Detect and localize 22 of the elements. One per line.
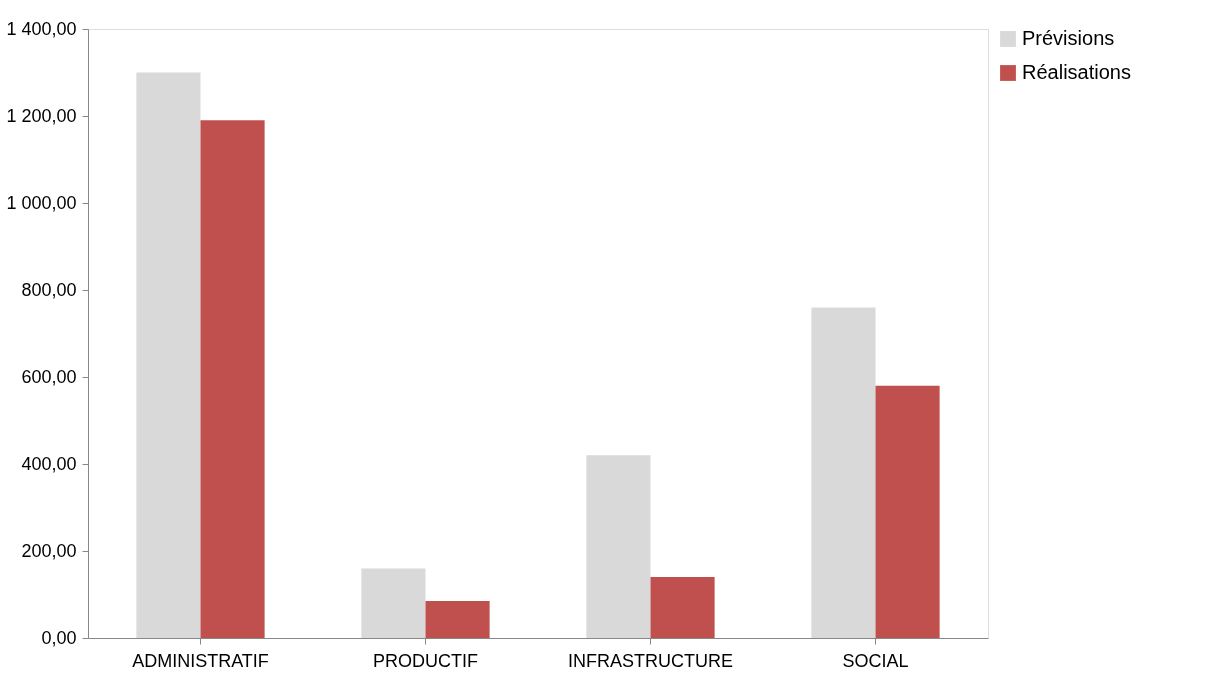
y-tick-label: 200,00 [21, 540, 77, 561]
legend-label: Prévisions [1022, 27, 1115, 49]
x-tick-label: ADMINISTRATIF [132, 650, 269, 671]
y-tick-label: 0,00 [41, 627, 77, 648]
y-tick-label: 600,00 [21, 366, 77, 387]
y-tick-label: 1 400,00 [6, 18, 77, 39]
bar [136, 72, 201, 638]
bar [200, 120, 265, 638]
bar [586, 455, 651, 638]
bar [875, 385, 940, 638]
y-tick-label: 400,00 [21, 453, 77, 474]
bar [650, 577, 715, 638]
bar [425, 601, 490, 638]
bar [811, 307, 876, 638]
y-tick-label: 1 200,00 [6, 105, 77, 126]
x-tick-label: PRODUCTIF [373, 650, 478, 671]
x-tick-label: INFRASTRUCTURE [568, 650, 733, 671]
legend-label: Réalisations [1022, 61, 1131, 83]
y-tick-label: 1 000,00 [6, 192, 77, 213]
bar [361, 568, 426, 638]
y-tick-label: 800,00 [21, 279, 77, 300]
x-tick-label: SOCIAL [842, 650, 909, 671]
